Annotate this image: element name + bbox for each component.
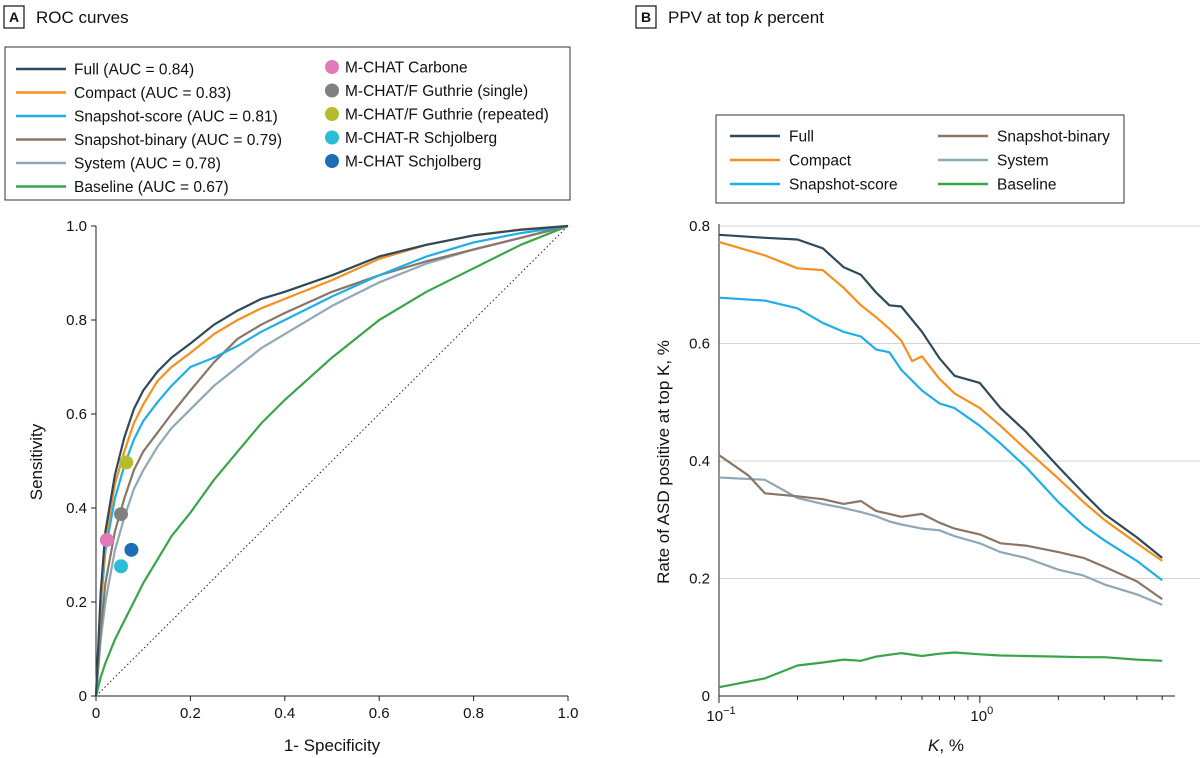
panel-a-xtick-label: 0.8 (463, 705, 484, 722)
panel-a-title: ROC curves (36, 8, 129, 27)
panel-b-ytick-label: 0.8 (689, 218, 710, 235)
panel-a-point-m-chat-carbone (99, 532, 114, 547)
legend-a-label-m-chat-r-schjolberg: M-CHAT-R Schjolberg (345, 130, 497, 147)
panel-a-point-m-chat-f-guthrie-repeated (119, 455, 134, 470)
legend-a-marker-m-chat-schjolberg (325, 154, 339, 168)
legend-b-label-compact: Compact (789, 153, 852, 170)
panel-a-header: A ROC curves (3, 5, 129, 29)
legend-a-label-system: System (AUC = 0.78) (74, 156, 221, 173)
panel-b-series-system (718, 476, 1163, 606)
panel-b-xtick-exponent: −1 (723, 705, 736, 717)
panel-a-point-m-chat-schjolberg (124, 542, 139, 557)
panel-b-plot: 00.20.40.60.810−1 100 (689, 218, 1200, 725)
panel-a-xtick-label: 0.4 (274, 705, 295, 722)
panel-a-xtick-label: 1.0 (558, 705, 579, 722)
panel-b-title: PPV at top k percent (668, 8, 824, 27)
legend-b-label-snapshot-score: Snapshot-score (789, 177, 898, 194)
panel-a-ytick-label: 0.6 (66, 406, 87, 423)
legend-a-marker-m-chat-carbone (325, 60, 339, 74)
panel-b-xtick-base: 10 (970, 708, 987, 725)
legend-b-label-snapshot-binary: Snapshot-binary (997, 129, 1110, 146)
panel-b-ylabel: Rate of ASD positive at top K, % (654, 340, 673, 584)
panel-a-legend-box (4, 46, 571, 201)
panel-a-ytick-label: 0.4 (66, 500, 87, 517)
legend-a-marker-m-chat-f-guthrie-single (325, 83, 339, 98)
panel-a-letter: A (9, 9, 19, 25)
legend-a-label-m-chat-f-guthrie-single: M-CHAT/F Guthrie (single) (345, 83, 528, 100)
panel-b-ytick-label: 0.2 (689, 571, 710, 588)
legend-b-label-system: System (997, 153, 1049, 170)
legend-a-marker-m-chat-f-guthrie-repeated (325, 107, 339, 121)
panel-a-legend: Full (AUC = 0.84) Compact (AUC = 0.83) Sna… (16, 60, 549, 196)
legend-a-marker-m-chat-r-schjolberg (325, 130, 339, 145)
legend-b-label-baseline: Baseline (997, 177, 1056, 194)
panel-a-ytick-label: 0 (79, 688, 87, 705)
legend-b-label-full: Full (789, 129, 814, 146)
panel-b-letter: B (641, 9, 651, 25)
panel-b-legend-box (715, 114, 1125, 204)
panel-a-xtick-label: 0.6 (369, 705, 390, 722)
panel-a-series-baseline (94, 224, 569, 697)
panel-a-series-system (94, 224, 569, 697)
panel-b-ytick-label: 0 (702, 688, 710, 705)
panel-b-xtick-exponent: 0 (987, 705, 993, 717)
panel-b-series-snapshot-binary (718, 454, 1163, 601)
legend-a-label-compact: Compact (AUC = 0.83) (74, 85, 231, 102)
panel-b-letter-box (635, 5, 657, 29)
panel-b-series-baseline (718, 651, 1163, 689)
legend-a-label-snapshot-score: Snapshot-score (AUC = 0.81) (74, 109, 278, 126)
panel-a-xlabel: 1- Specificity (284, 736, 381, 755)
panel-b-header: B PPV at top k percent (635, 5, 824, 29)
panel-a-series-snapshot-binary (94, 224, 569, 697)
panel-a-xtick-label: 0.2 (180, 705, 201, 722)
panel-a-ylabel: Sensitivity (27, 423, 46, 500)
panel-b-legend: Full Compact Snapshot-score Snapshot-binary… (730, 129, 1110, 194)
panel-a-point-m-chat-f-guthrie-single (114, 507, 129, 522)
panel-b-series-compact (718, 240, 1163, 562)
panel-b-xlabel: K, % (928, 736, 964, 755)
panel-a-point-m-chat-r-schjolberg (114, 559, 129, 574)
panel-a-ytick-label: 0.2 (66, 594, 87, 611)
panel-b-xtick-base: 10 (706, 708, 723, 725)
panel-b-ytick-label: 0.6 (689, 336, 710, 353)
panel-b-series-full (718, 233, 1163, 559)
legend-a-label-m-chat-f-guthrie-repeated: M-CHAT/F Guthrie (repeated) (345, 107, 549, 124)
panel-a-diagonal-reference (95, 225, 569, 697)
legend-a-label-baseline: Baseline (AUC = 0.67) (74, 179, 229, 196)
panel-a-plot: 0 0.2 0.4 0.6 0.8 1.0 0 0.2 0.4 0.6 0.8 1.0 (66, 218, 578, 722)
panel-a-letter-box (3, 5, 25, 29)
panel-a-ytick-label: 1.0 (66, 218, 87, 235)
legend-a-label-full: Full (AUC = 0.84) (74, 62, 194, 79)
panel-a-ytick-label: 0.8 (66, 312, 87, 329)
legend-a-label-m-chat-schjolberg: M-CHAT Schjolberg (345, 154, 481, 171)
panel-a-series-snapshot-score (94, 224, 569, 697)
panel-a-xtick-label: 0 (92, 705, 100, 722)
panel-a-series-full (94, 224, 569, 697)
legend-a-label-m-chat-carbone: M-CHAT Carbone (345, 60, 468, 77)
panel-b-series-snapshot-score (718, 296, 1163, 582)
panel-b-ytick-label: 0.4 (689, 453, 710, 470)
legend-a-label-snapshot-binary: Snapshot-binary (AUC = 0.79) (74, 132, 282, 149)
panel-b-xtick-label: 100 (970, 705, 993, 725)
panel-b-xtick-label: 10−1 (706, 705, 735, 725)
